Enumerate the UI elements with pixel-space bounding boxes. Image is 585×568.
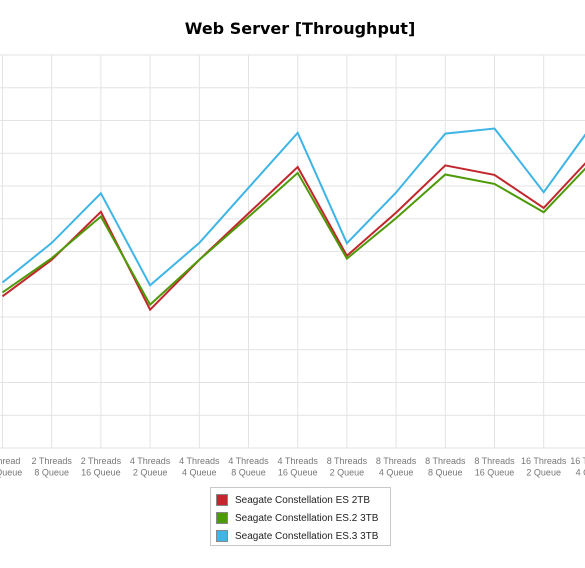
series-line-3: [1, 127, 585, 287]
legend-label: Seagate Constellation ES.3 3TB: [235, 530, 379, 542]
legend-item[interactable]: Seagate Constellation ES.3 3TB: [216, 527, 390, 545]
legend-item[interactable]: Seagate Constellation ES.2 3TB: [216, 509, 390, 527]
legend-swatch: [216, 494, 228, 506]
x-tick-label: 8 Threads 4 Queue: [376, 456, 417, 478]
x-tick-label: 4 Threads 16 Queue: [278, 456, 319, 478]
legend-swatch: [216, 512, 228, 524]
series-line-2: [1, 167, 585, 307]
x-tick-label: 16 Threads 2 Queue: [521, 456, 567, 478]
chart-title: Web Server [Throughput]: [184, 19, 416, 38]
legend-label: Seagate Constellation ES.2 3TB: [235, 512, 379, 524]
x-tick-label: 1 Thread16 Queue: [0, 456, 22, 478]
legend-item[interactable]: Seagate Constellation ES 2TB: [216, 491, 390, 509]
x-tick-label: 8 Threads 16 Queue: [474, 456, 515, 478]
legend-swatch: [216, 530, 228, 542]
legend: Seagate Constellation ES 2TB Seagate Cons…: [210, 487, 391, 546]
x-tick-label: 8 Threads 8 Queue: [425, 456, 466, 478]
grid-lines: [0, 54, 585, 449]
series-line-1: [1, 162, 585, 312]
x-tick-label: 4 Threads 8 Queue: [228, 456, 269, 478]
x-tick-label: 4 Threads 4 Queue: [179, 456, 220, 478]
x-tick-label: 4 Threads 2 Queue: [130, 456, 171, 478]
x-tick-label: 8 Threads 2 Queue: [327, 456, 368, 478]
legend-label: Seagate Constellation ES 2TB: [235, 494, 371, 506]
x-tick-label: 2 Threads 16 Queue: [81, 456, 122, 478]
series-lines: [1, 127, 585, 312]
x-tick-label: 2 Threads 8 Queue: [32, 456, 73, 478]
